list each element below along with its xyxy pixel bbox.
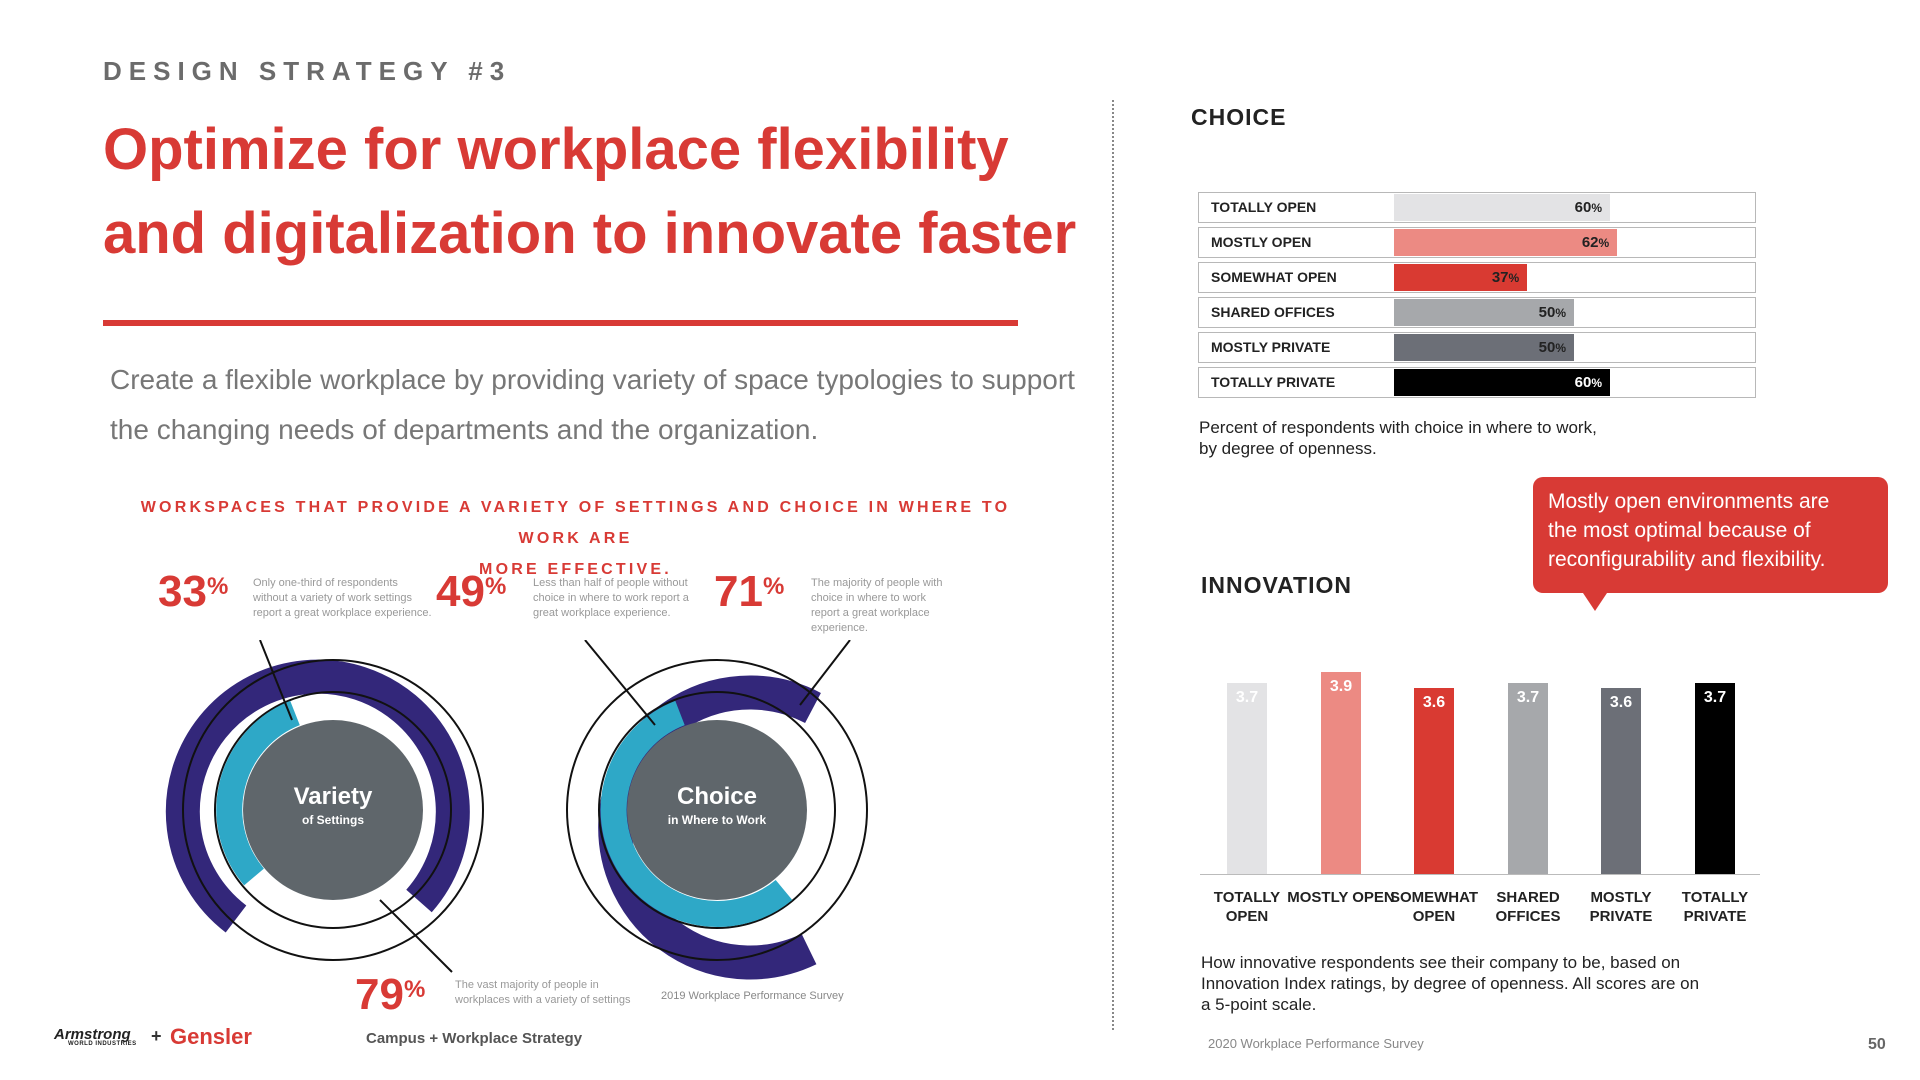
choice-row-label: MOSTLY PRIVATE [1211,339,1331,355]
choice-row-label: SOMEWHAT OPEN [1211,269,1337,285]
choice-value: 60% [1574,199,1602,216]
choice-value: 50% [1538,339,1566,356]
callout-heading: WORKSPACES THAT PROVIDE A VARIETY OF SET… [108,492,1043,585]
innovation-value: 3.6 [1609,693,1633,711]
ring-diagrams [165,640,868,980]
callout-line-1: WORKSPACES THAT PROVIDE A VARIETY OF SET… [140,499,1011,547]
choice-row: TOTALLY OPEN 60% [1198,192,1756,223]
choice-row: SHARED OFFICES 50% [1198,297,1756,328]
ring-variety-title: Variety [293,783,373,810]
choice-row: MOSTLY PRIVATE 50% [1198,332,1756,363]
innovation-value: 3.7 [1235,688,1259,706]
choice-row-label: TOTALLY PRIVATE [1211,374,1336,390]
ring-choice [566,640,868,980]
choice-value: 50% [1538,304,1566,321]
ring-choice-leader-49 [584,640,656,726]
innovation-bar: 3.7 [1508,682,1548,874]
innovation-baseline [1200,874,1760,875]
title-underline [103,320,1018,326]
section-kicker: DESIGN STRATEGY #3 [103,56,512,86]
choice-value: 62% [1581,234,1610,251]
insight-tooltip: Mostly open environments are the most opt… [1533,477,1888,611]
stat-71: 71% [714,567,785,616]
choice-value: 60% [1574,374,1602,391]
choice-row-label: TOTALLY OPEN [1211,199,1317,215]
innovation-bar: 3.7 [1227,682,1267,874]
choice-bar: 37% [1394,264,1528,291]
choice-row: MOSTLY OPEN 62% [1198,227,1756,258]
stat-71-note: The majority of people with choice in whe… [811,577,943,634]
page-number: 50 [1868,1036,1886,1053]
footer-plus: + [151,1026,162,1046]
stat-79-note: The vast majority of people in workplaces… [455,979,631,1006]
innovation-caption: How innovative respondents see their com… [1201,953,1700,1014]
innovation-value: 3.7 [1516,688,1540,706]
ring-variety [165,640,484,973]
survey-2020-source: 2020 Workplace Performance Survey [1208,1036,1424,1051]
stat-33-note: Only one-third of respondents without a v… [253,577,432,619]
page-title: Optimize for workplace flexibility and d… [103,108,1103,276]
innovation-value: 3.9 [1329,678,1353,696]
callout-line-2: MORE EFFECTIVE. [479,561,672,578]
ring-choice-thin-1 [566,659,868,961]
choice-caption: Percent of respondents with choice in wh… [1199,418,1597,458]
ring-variety-leader-79 [379,899,453,973]
choice-row: SOMEWHAT OPEN 37% [1198,262,1756,293]
innovation-category: TOTALLY PRIVATE [1681,889,1749,925]
gensler-logo: Gensler [170,1024,252,1049]
stat-33: 33% [158,567,229,616]
choice-row-label: MOSTLY OPEN [1211,234,1312,250]
ring-choice-thin-2 [598,691,836,929]
ring-variety-thin-1 [182,659,484,961]
stat-79: 79% [355,970,426,1019]
innovation-bar: 3.6 [1414,687,1454,874]
innovation-category: SOMEWHAT OPEN [1389,889,1479,925]
innovation-category: TOTALLY OPEN [1213,889,1281,925]
choice-bar: 62% [1394,229,1618,256]
choice-row-label: SHARED OFFICES [1211,304,1335,320]
innovation-category: MOSTLY PRIVATE [1589,889,1653,925]
innovation-chart: 3.7 3.9 3.6 3.7 3.6 3.7 [1200,520,1760,875]
innovation-value: 3.6 [1422,693,1446,711]
armstrong-logo: Armstrong WORLD INDUSTRIES [54,1026,137,1047]
innovation-title: INNOVATION [1201,572,1352,598]
title-line-1: Optimize for workplace flexibility [103,117,1009,182]
choice-bar: 50% [1394,299,1574,326]
innovation-category: SHARED OFFICES [1495,889,1561,925]
innovation-bar: 3.6 [1601,687,1641,874]
choice-bar: 60% [1394,369,1610,396]
innovation-bar: 3.7 [1695,682,1735,874]
innovation-bar: 3.9 [1321,672,1361,874]
footer-campus: Campus + Workplace Strategy [366,1030,583,1047]
column-divider [1112,100,1114,1030]
title-line-2: and digitalization to innovate faster [103,201,1077,266]
intro-line-2: the changing needs of departments and th… [110,414,819,445]
choice-bar: 60% [1394,194,1610,221]
ring-variety-subtitle: of Settings [302,813,364,827]
ring-variety-thin-2 [214,691,452,929]
stat-49: 49% [436,567,507,616]
choice-value: 37% [1491,269,1520,286]
ring-choice-leader-71 [799,640,851,706]
intro-line-1: Create a flexible workplace by providing… [110,364,1075,395]
ring-choice-title: Choice [676,783,757,810]
choice-row: TOTALLY PRIVATE 60% [1198,367,1756,398]
survey-2019-source: 2019 Workplace Performance Survey [661,990,844,1002]
intro-text: Create a flexible workplace by providing… [110,355,1090,455]
ring-variety-core [243,720,423,900]
ring-choice-subtitle: in Where to Work [667,813,767,827]
choice-bar: 50% [1394,334,1574,361]
ring-variety-inner [216,700,301,886]
innovation-value: 3.7 [1703,688,1727,706]
ring-choice-core [627,720,807,900]
choice-title: CHOICE [1191,104,1287,130]
ring-choice-inner [600,700,793,927]
stat-49-note: Less than half of people without choice i… [533,577,689,619]
ring-variety-leader-33 [259,640,293,721]
innovation-category: MOSTLY OPEN [1287,889,1395,906]
